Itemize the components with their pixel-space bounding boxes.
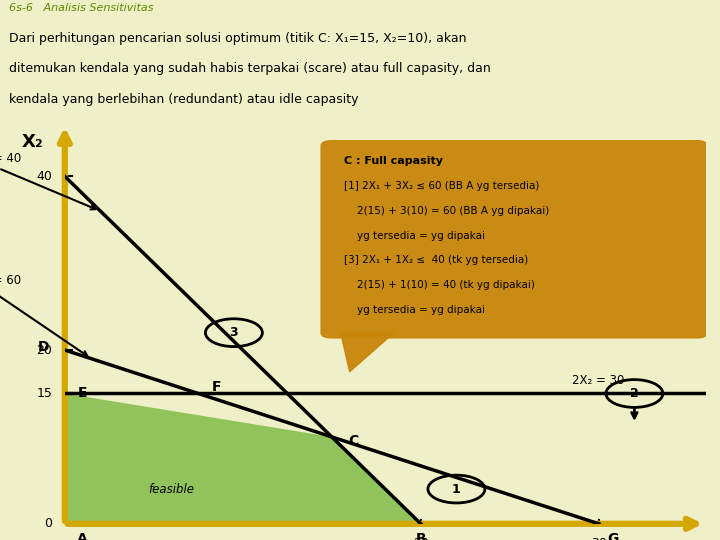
Text: 20: 20 — [413, 537, 428, 540]
Text: 2X₁ + 1X₂ = 40: 2X₁ + 1X₂ = 40 — [0, 152, 96, 210]
Text: yg tersedia = yg dipakai: yg tersedia = yg dipakai — [344, 231, 485, 241]
Text: A: A — [77, 532, 88, 540]
Text: 2X₁ + 3X₂ = 60: 2X₁ + 3X₂ = 60 — [0, 274, 87, 356]
Text: kendala yang berlebihan (redundant) atau idle capasity: kendala yang berlebihan (redundant) atau… — [9, 93, 358, 106]
Text: 2(15) + 3(10) = 60 (BB A yg dipakai): 2(15) + 3(10) = 60 (BB A yg dipakai) — [344, 206, 549, 216]
Text: 2: 2 — [630, 387, 639, 400]
Text: F: F — [212, 380, 221, 394]
Text: E: E — [78, 387, 87, 401]
Text: C : Full capasity: C : Full capasity — [344, 157, 444, 166]
Text: X₁: X₁ — [689, 539, 711, 540]
Text: C: C — [348, 434, 359, 448]
Polygon shape — [341, 333, 394, 372]
Text: [1] 2X₁ + 3X₂ ≤ 60 (BB A yg tersedia): [1] 2X₁ + 3X₂ ≤ 60 (BB A yg tersedia) — [344, 181, 539, 191]
Polygon shape — [65, 394, 420, 524]
FancyBboxPatch shape — [321, 141, 707, 338]
Text: 0: 0 — [45, 517, 53, 530]
Text: 1: 1 — [452, 483, 461, 496]
Text: X₂: X₂ — [22, 133, 43, 151]
Text: B: B — [415, 532, 426, 540]
Text: 30: 30 — [591, 537, 607, 540]
Text: 15: 15 — [37, 387, 53, 400]
Text: [3] 2X₁ + 1X₂ ≤  40 (tk yg tersedia): [3] 2X₁ + 1X₂ ≤ 40 (tk yg tersedia) — [344, 255, 528, 265]
Text: 6s-6   Analisis Sensitivitas: 6s-6 Analisis Sensitivitas — [9, 3, 153, 14]
Text: yg tersedia = yg dipakai: yg tersedia = yg dipakai — [344, 305, 485, 315]
Text: G: G — [608, 532, 618, 540]
Text: 2X₂ = 30: 2X₂ = 30 — [572, 374, 624, 387]
Text: ditemukan kendala yang sudah habis terpakai (scare) atau full capasity, dan: ditemukan kendala yang sudah habis terpa… — [9, 62, 490, 76]
Text: 3: 3 — [230, 326, 238, 339]
Text: feasible: feasible — [148, 483, 194, 496]
Text: Dari perhitungan pencarian solusi optimum (titik C: X₁=15, X₂=10), akan: Dari perhitungan pencarian solusi optimu… — [9, 32, 466, 45]
Text: 2(15) + 1(10) = 40 (tk yg dipakai): 2(15) + 1(10) = 40 (tk yg dipakai) — [344, 280, 535, 290]
Text: 20: 20 — [37, 343, 53, 356]
Text: D: D — [37, 340, 49, 354]
Text: 40: 40 — [37, 170, 53, 183]
